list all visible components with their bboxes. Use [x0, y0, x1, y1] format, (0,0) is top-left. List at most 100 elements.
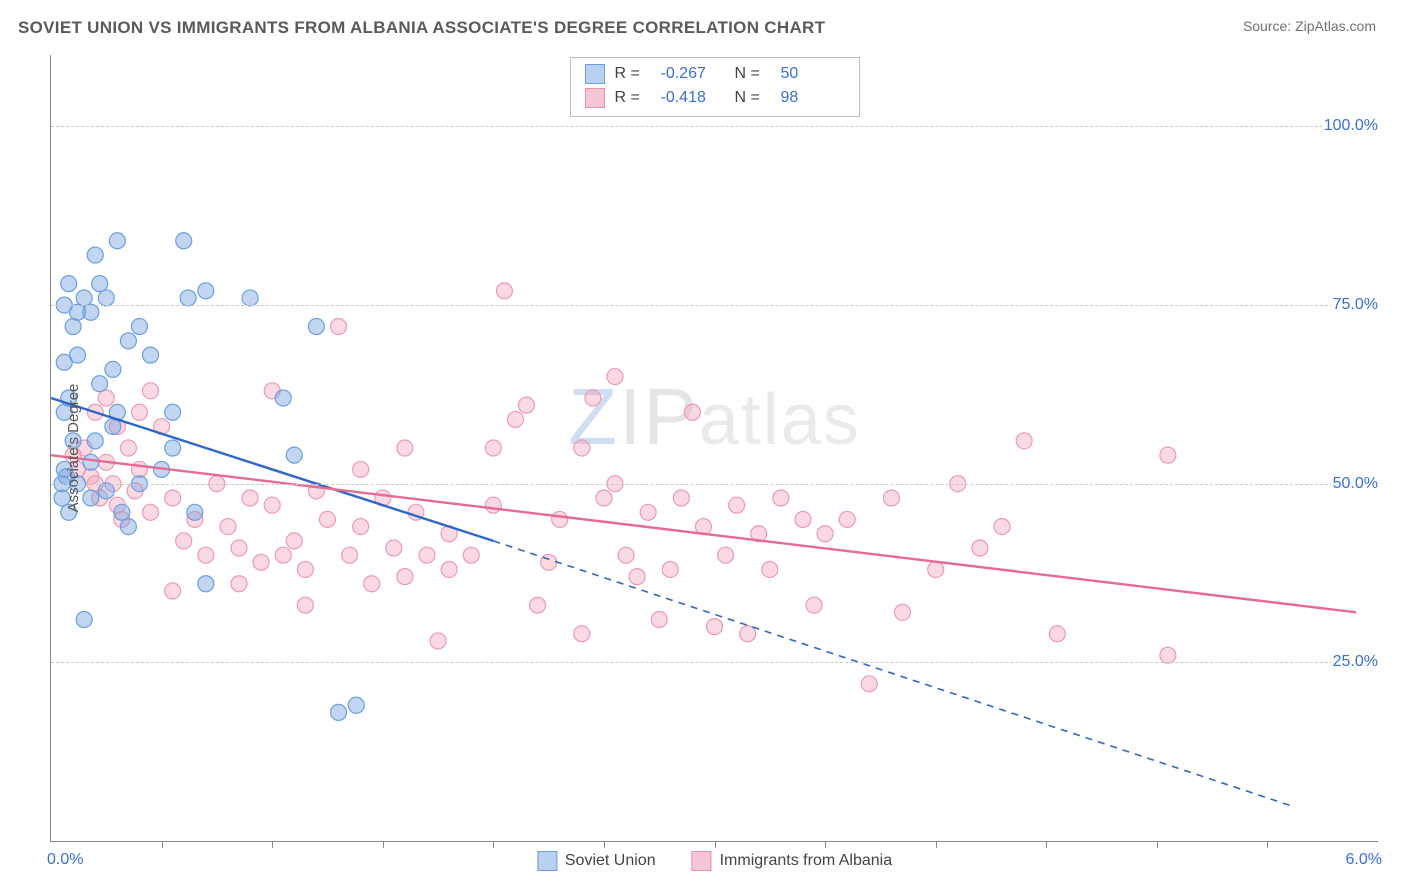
- data-point: [253, 554, 269, 570]
- data-point: [165, 404, 181, 420]
- xtick: [162, 841, 163, 848]
- data-point: [496, 283, 512, 299]
- data-point: [143, 383, 159, 399]
- gridline: [51, 126, 1378, 127]
- data-point: [640, 504, 656, 520]
- stats-row-1: R = -0.418 N = 98: [585, 86, 845, 110]
- ytick-label: 25.0%: [1331, 653, 1380, 671]
- data-point: [165, 490, 181, 506]
- data-point: [61, 276, 77, 292]
- x-end-label: 6.0%: [1346, 851, 1382, 869]
- data-point: [187, 504, 203, 520]
- data-point: [331, 319, 347, 335]
- data-point: [353, 519, 369, 535]
- y-axis-label: Associate's Degree: [65, 384, 82, 513]
- data-point: [1160, 447, 1176, 463]
- legend-item-1: Immigrants from Albania: [692, 851, 893, 871]
- stats-box: R = -0.267 N = 50 R = -0.418 N = 98: [570, 57, 860, 117]
- source-label: Source:: [1243, 18, 1295, 34]
- legend-item-0: Soviet Union: [537, 851, 656, 871]
- data-point: [286, 533, 302, 549]
- data-point: [773, 490, 789, 506]
- data-point: [275, 547, 291, 563]
- data-point: [319, 511, 335, 527]
- data-point: [574, 440, 590, 456]
- data-point: [397, 569, 413, 585]
- data-point: [76, 290, 92, 306]
- data-point: [507, 411, 523, 427]
- data-point: [342, 547, 358, 563]
- data-point: [729, 497, 745, 513]
- data-point: [740, 626, 756, 642]
- xtick: [715, 841, 716, 848]
- data-point: [530, 597, 546, 613]
- data-point: [894, 604, 910, 620]
- source: Source: ZipAtlas.com: [1243, 18, 1376, 34]
- data-point: [120, 440, 136, 456]
- data-point: [180, 290, 196, 306]
- data-point: [120, 333, 136, 349]
- data-point: [131, 461, 147, 477]
- data-point: [264, 497, 280, 513]
- data-point: [762, 561, 778, 577]
- data-point: [131, 404, 147, 420]
- data-point: [618, 547, 634, 563]
- data-point: [220, 519, 236, 535]
- legend-label-0: Soviet Union: [565, 852, 656, 870]
- data-point: [114, 504, 130, 520]
- data-point: [297, 597, 313, 613]
- data-point: [419, 547, 435, 563]
- legend-label-1: Immigrants from Albania: [720, 852, 893, 870]
- data-point: [806, 597, 822, 613]
- gridline: [51, 484, 1378, 485]
- data-point: [198, 576, 214, 592]
- data-point: [143, 504, 159, 520]
- data-point: [574, 626, 590, 642]
- data-point: [131, 319, 147, 335]
- xtick: [493, 841, 494, 848]
- data-point: [353, 461, 369, 477]
- data-point: [795, 511, 811, 527]
- legend-swatch-1: [692, 851, 712, 871]
- swatch-series-1: [585, 88, 605, 108]
- legend-bottom: Soviet Union Immigrants from Albania: [537, 851, 892, 871]
- data-point: [98, 290, 114, 306]
- data-point: [1160, 647, 1176, 663]
- data-point: [83, 454, 99, 470]
- data-point: [629, 569, 645, 585]
- gridline: [51, 305, 1378, 306]
- data-point: [386, 540, 402, 556]
- data-point: [331, 704, 347, 720]
- data-point: [673, 490, 689, 506]
- data-point: [463, 547, 479, 563]
- data-point: [76, 611, 92, 627]
- data-point: [87, 433, 103, 449]
- ytick-label: 75.0%: [1331, 296, 1380, 314]
- data-point: [98, 483, 114, 499]
- xtick: [1157, 841, 1158, 848]
- data-point: [596, 490, 612, 506]
- data-point: [364, 576, 380, 592]
- data-point: [485, 440, 501, 456]
- data-point: [105, 361, 121, 377]
- xtick: [272, 841, 273, 848]
- chart-title: SOVIET UNION VS IMMIGRANTS FROM ALBANIA …: [18, 18, 825, 38]
- data-point: [109, 233, 125, 249]
- data-point: [143, 347, 159, 363]
- data-point: [65, 319, 81, 335]
- data-point: [242, 490, 258, 506]
- data-point: [651, 611, 667, 627]
- data-point: [585, 390, 601, 406]
- data-point: [92, 376, 108, 392]
- data-point: [242, 290, 258, 306]
- stats-row-0: R = -0.267 N = 50: [585, 62, 845, 86]
- data-point: [83, 490, 99, 506]
- data-point: [839, 511, 855, 527]
- data-point: [861, 676, 877, 692]
- data-point: [297, 561, 313, 577]
- ytick-label: 50.0%: [1331, 475, 1380, 493]
- data-point: [397, 440, 413, 456]
- data-point: [92, 276, 108, 292]
- data-point: [817, 526, 833, 542]
- gridline: [51, 662, 1378, 663]
